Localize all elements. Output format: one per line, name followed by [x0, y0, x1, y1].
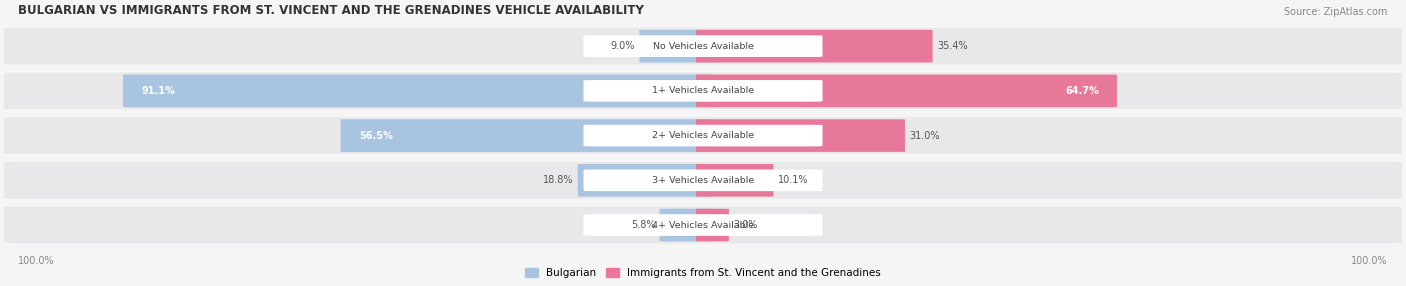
FancyBboxPatch shape [696, 209, 728, 241]
Text: 31.0%: 31.0% [910, 131, 939, 141]
Text: 100.0%: 100.0% [1351, 256, 1388, 266]
FancyBboxPatch shape [4, 117, 1402, 154]
Text: 2+ Vehicles Available: 2+ Vehicles Available [652, 131, 754, 140]
Text: 9.0%: 9.0% [610, 41, 636, 51]
Text: 4+ Vehicles Available: 4+ Vehicles Available [652, 221, 754, 230]
Text: Source: ZipAtlas.com: Source: ZipAtlas.com [1285, 7, 1388, 17]
FancyBboxPatch shape [4, 73, 1402, 109]
FancyBboxPatch shape [578, 164, 710, 197]
Text: 3+ Vehicles Available: 3+ Vehicles Available [652, 176, 754, 185]
FancyBboxPatch shape [696, 119, 905, 152]
Text: 35.4%: 35.4% [936, 41, 967, 51]
Text: BULGARIAN VS IMMIGRANTS FROM ST. VINCENT AND THE GRENADINES VEHICLE AVAILABILITY: BULGARIAN VS IMMIGRANTS FROM ST. VINCENT… [18, 4, 644, 17]
FancyBboxPatch shape [124, 75, 710, 107]
FancyBboxPatch shape [4, 162, 1402, 199]
FancyBboxPatch shape [696, 164, 773, 197]
Text: 1+ Vehicles Available: 1+ Vehicles Available [652, 86, 754, 95]
Text: 64.7%: 64.7% [1064, 86, 1098, 96]
FancyBboxPatch shape [4, 207, 1402, 243]
FancyBboxPatch shape [696, 75, 1116, 107]
FancyBboxPatch shape [583, 80, 823, 102]
Text: 18.8%: 18.8% [543, 175, 574, 185]
FancyBboxPatch shape [583, 125, 823, 146]
Legend: Bulgarian, Immigrants from St. Vincent and the Grenadines: Bulgarian, Immigrants from St. Vincent a… [520, 264, 886, 283]
Text: 3.0%: 3.0% [733, 220, 758, 230]
Text: 5.8%: 5.8% [631, 220, 655, 230]
FancyBboxPatch shape [4, 28, 1402, 64]
FancyBboxPatch shape [583, 170, 823, 191]
FancyBboxPatch shape [696, 30, 932, 62]
FancyBboxPatch shape [640, 30, 710, 62]
FancyBboxPatch shape [659, 209, 710, 241]
FancyBboxPatch shape [583, 35, 823, 57]
FancyBboxPatch shape [340, 119, 710, 152]
Text: 10.1%: 10.1% [778, 175, 808, 185]
Text: 56.5%: 56.5% [359, 131, 392, 141]
FancyBboxPatch shape [583, 214, 823, 236]
Text: 91.1%: 91.1% [141, 86, 174, 96]
Text: 100.0%: 100.0% [18, 256, 55, 266]
Text: No Vehicles Available: No Vehicles Available [652, 42, 754, 51]
